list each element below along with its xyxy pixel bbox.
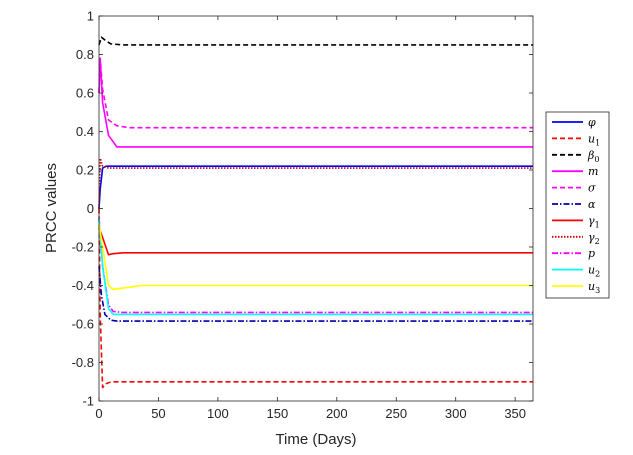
y-tick-label: -0.6 [72,317,94,332]
x-tick-label: 50 [151,406,165,421]
y-tick-label: 1 [87,9,94,24]
series-line-5 [98,57,533,129]
y-axis-title: PRCC values [43,163,60,253]
x-tick-label: 150 [267,406,289,421]
legend-label: α [588,198,596,211]
y-tick-label: 0 [87,201,94,216]
series-line-8 [98,157,533,209]
x-tick-label: 250 [385,406,407,421]
legend-label: m [588,165,598,178]
series-line-2 [98,208,533,389]
series-line-6 [98,266,533,322]
y-tick-label: 0.2 [76,163,94,178]
legend-label: φ [588,116,596,129]
series-line-7 [98,227,533,256]
y-tick-label: -1 [82,394,94,409]
y-tick-label: 0.4 [76,124,94,139]
x-tick-label: 200 [326,406,348,421]
legend-label: p [588,247,595,260]
legend-box [545,111,610,299]
y-tick-label: 0.6 [76,86,94,101]
legend-label: σ [588,182,596,195]
x-tick-label: 300 [445,406,467,421]
plot-area [99,16,533,401]
x-tick-label: 0 [95,406,102,421]
series-layer [98,36,533,389]
series-line-3 [98,36,533,46]
x-axis-title: Time (Days) [275,431,356,448]
y-tick-label: 0.8 [76,47,94,62]
y-tick-label: -0.2 [72,240,94,255]
y-tick-label: -0.8 [72,355,94,370]
x-tick-label: 350 [504,406,526,421]
y-tick-label: -0.4 [72,278,94,293]
legend-label: γ1 [588,214,600,229]
series-line-10 [98,218,533,316]
x-tick-label: 100 [207,406,229,421]
y-axis: -1 -0.8 -0.6 -0.4 -0.2 0 0.2 0.4 0.6 0.8 1 [72,9,533,409]
x-axis: 0 50 100 150 200 250 300 350 [95,16,526,421]
legend-label: γ2 [588,231,600,246]
